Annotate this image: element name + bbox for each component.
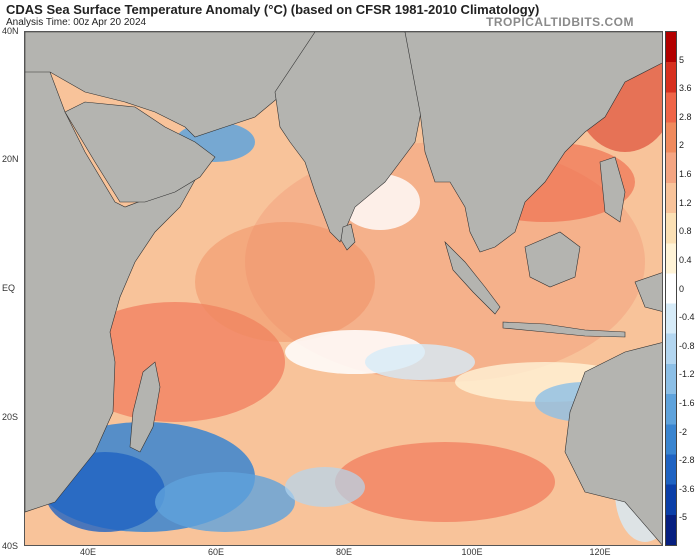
colorbar-tick-label: 0.8 [679,226,692,237]
land-masses [25,32,662,545]
land-philippines [599,156,626,223]
land-sumatra [444,240,501,315]
lat-label-20n: 20N [2,154,19,164]
colorbar-tick-label: 2 [679,140,685,151]
colorbar [665,31,677,546]
colorbar-tick-label: 1.6 [679,169,692,180]
lon-label-40e: 40E [79,547,97,557]
analysis-time: Analysis Time: 00z Apr 20 2024 [6,17,147,28]
colorbar-tick-label: -1.6 [679,397,695,408]
colorbar-tick-label: 2.8 [679,111,692,122]
colorbar-tick-label: -2 [679,426,688,437]
land-madagascar [129,361,161,453]
map-canvas [25,32,662,545]
colorbar-tick-label: 5 [679,54,685,65]
brand-watermark: TROPICALTIDBITS.COM [486,15,634,29]
lon-label-100e: 100E [461,547,483,557]
colorbar-tick-label: -2.8 [679,455,695,466]
lon-label-80e: 80E [335,547,353,557]
land-sri-lanka [340,223,356,251]
colorbar-tick-label: -0.8 [679,340,695,351]
land-java [502,321,626,338]
land-borneo [524,231,581,288]
land-arabia [64,101,216,203]
colorbar-tick-label: -5 [679,512,688,523]
lon-label-60e: 60E [207,547,225,557]
lon-label-120e: 120E [589,547,611,557]
colorbar-tick-label: -3.6 [679,483,695,494]
lat-label-40s: 40S [2,541,19,551]
land-southeast-asia [404,32,662,253]
colorbar-tick-label: -1.2 [679,369,695,380]
colorbar-tick-label: 0 [679,283,685,294]
lat-label-eq: EQ [2,283,16,293]
land-australia [564,342,662,545]
land-new-guinea [634,272,662,312]
chart-title: CDAS Sea Surface Temperature Anomaly (°C… [6,2,540,17]
colorbar-tick-label: 1.2 [679,197,692,208]
lat-label-20s: 20S [2,412,19,422]
lat-label-40n: 40N [2,26,19,36]
sst-anomaly-map [24,31,663,546]
colorbar-tick-label: 3.6 [679,83,692,94]
colorbar-tick-label: 0.4 [679,254,692,265]
colorbar-tick-label: -0.4 [679,312,695,323]
